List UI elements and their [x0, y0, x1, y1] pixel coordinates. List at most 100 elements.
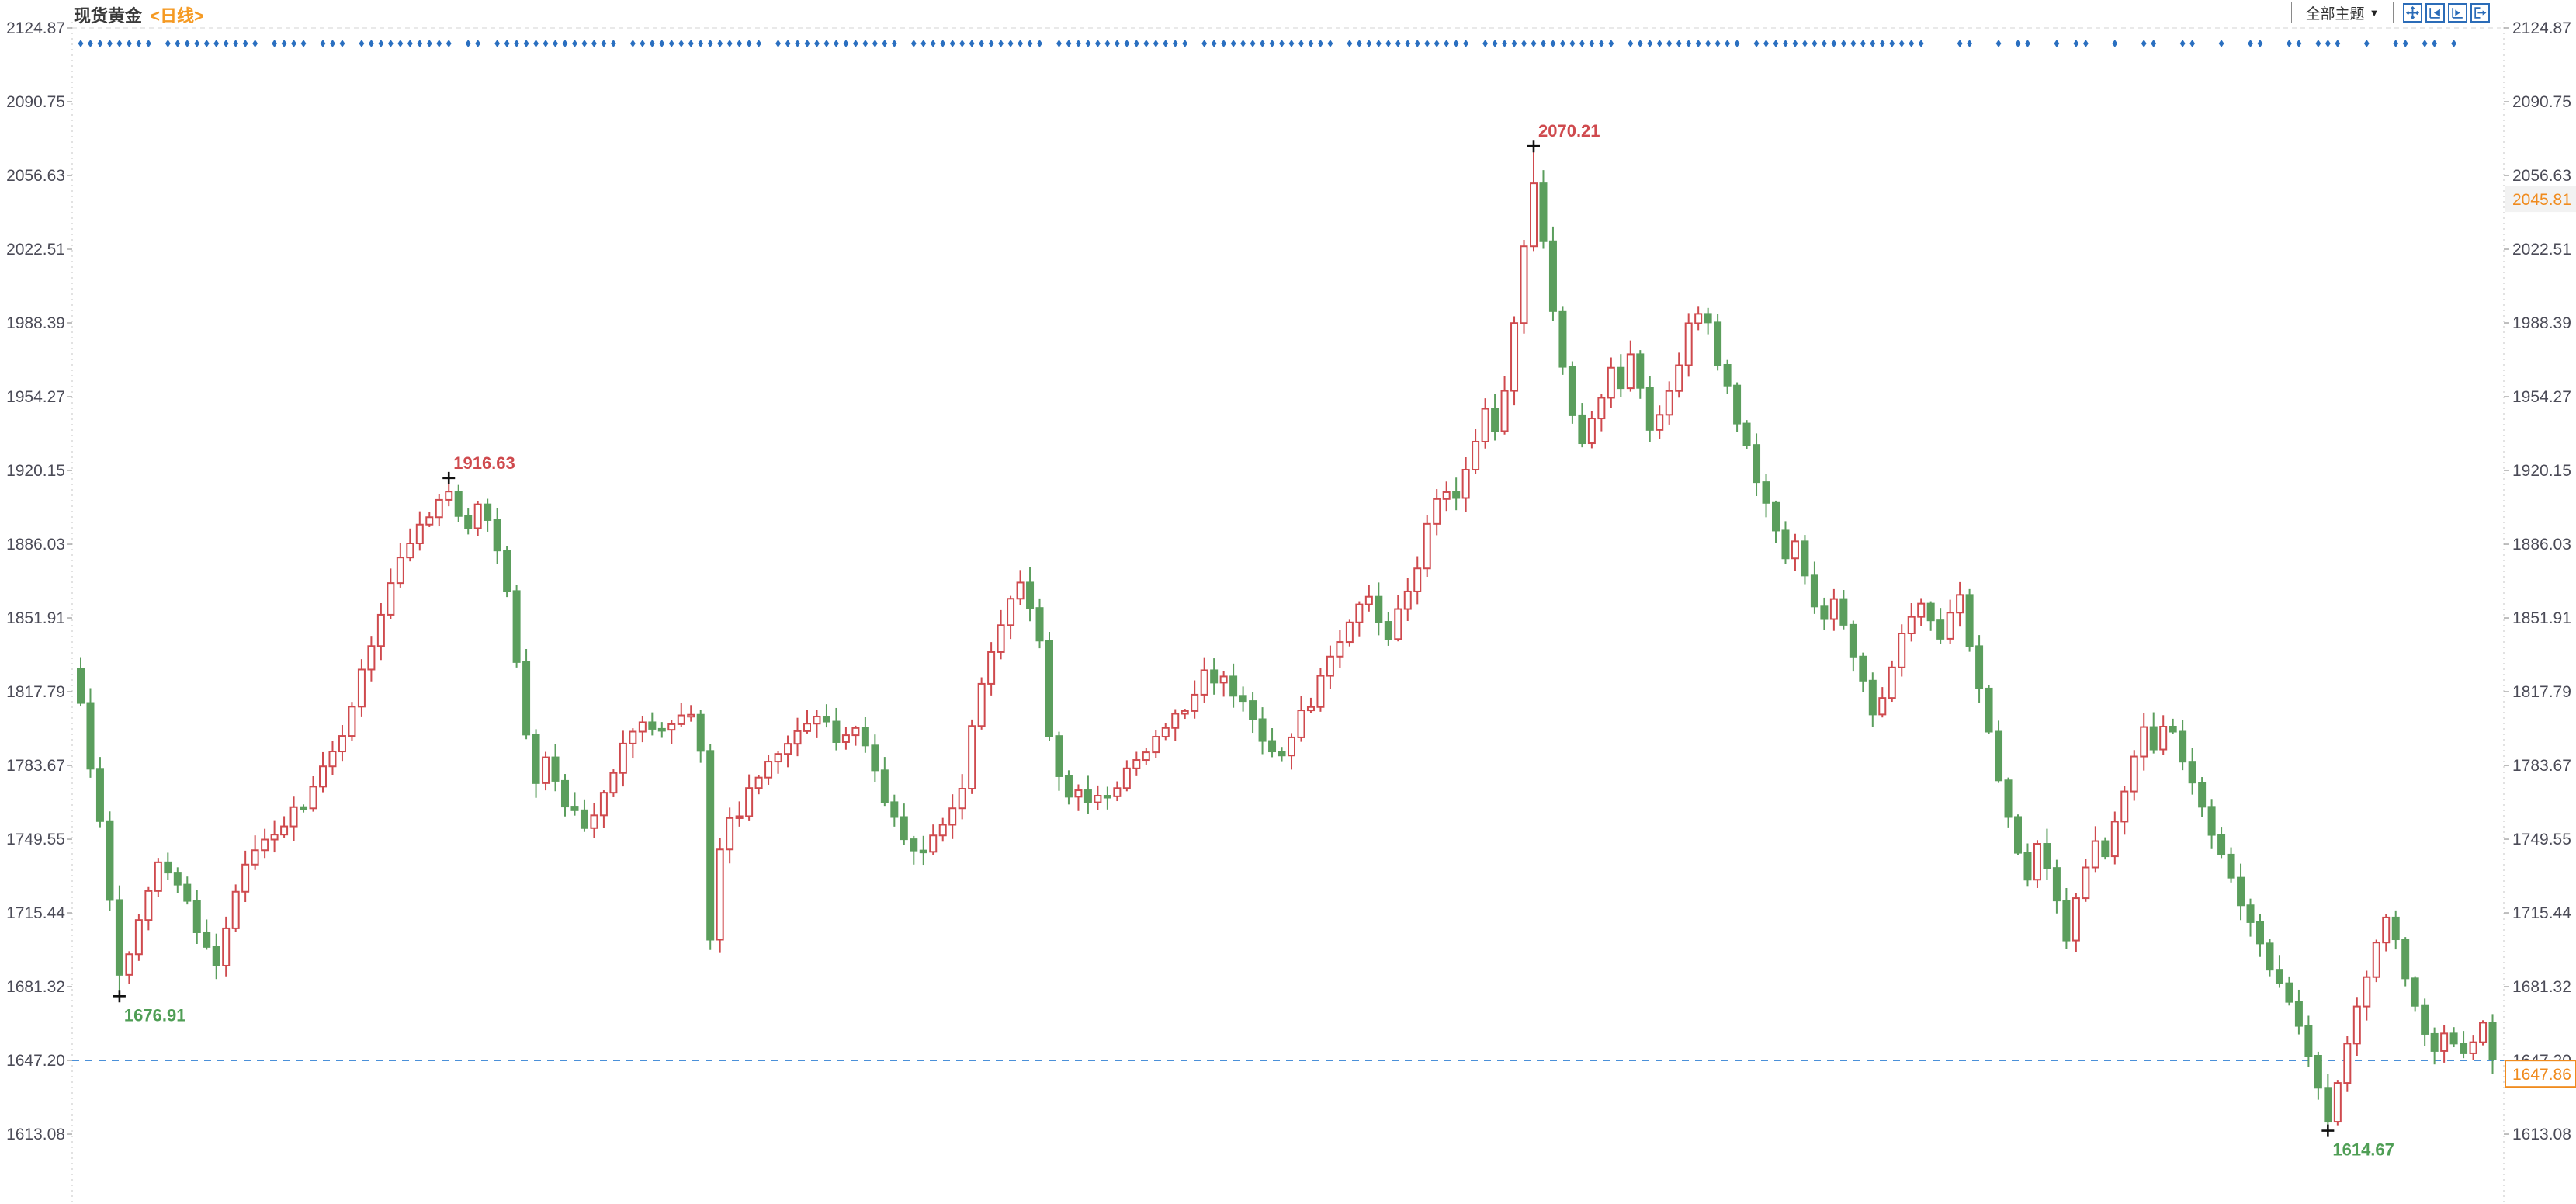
event-marker[interactable]: [1230, 40, 1236, 47]
event-marker[interactable]: [1240, 40, 1246, 47]
event-marker[interactable]: [1822, 40, 1827, 47]
event-marker[interactable]: [1221, 40, 1227, 47]
event-marker[interactable]: [213, 40, 220, 47]
event-marker[interactable]: [2335, 40, 2341, 47]
event-marker[interactable]: [949, 40, 955, 47]
event-marker[interactable]: [1831, 40, 1837, 47]
event-marker[interactable]: [2432, 40, 2438, 47]
event-marker[interactable]: [1114, 40, 1120, 47]
event-marker[interactable]: [853, 40, 858, 47]
event-marker[interactable]: [979, 40, 985, 47]
theme-dropdown[interactable]: 全部主题 ▼: [2291, 2, 2394, 23]
event-marker[interactable]: [1695, 40, 1701, 47]
event-marker[interactable]: [281, 40, 287, 47]
event-marker[interactable]: [300, 40, 307, 47]
event-marker[interactable]: [688, 40, 694, 47]
event-marker[interactable]: [1153, 40, 1159, 47]
event-marker[interactable]: [1734, 40, 1740, 47]
event-marker[interactable]: [1860, 40, 1866, 47]
event-marker[interactable]: [533, 40, 539, 47]
event-marker[interactable]: [320, 40, 326, 47]
event-marker[interactable]: [1773, 40, 1779, 47]
event-marker[interactable]: [698, 40, 704, 47]
event-marker[interactable]: [1327, 40, 1333, 47]
event-marker[interactable]: [2257, 40, 2263, 47]
event-marker[interactable]: [2141, 40, 2147, 47]
event-marker[interactable]: [1356, 40, 1362, 47]
event-marker[interactable]: [436, 40, 442, 47]
event-marker[interactable]: [1676, 40, 1682, 47]
event-marker[interactable]: [707, 40, 713, 47]
event-marker[interactable]: [378, 40, 384, 47]
event-marker[interactable]: [611, 40, 616, 47]
event-marker[interactable]: [1143, 40, 1149, 47]
event-marker[interactable]: [581, 40, 588, 47]
event-marker[interactable]: [1279, 40, 1285, 47]
event-marker[interactable]: [1405, 40, 1411, 47]
event-marker[interactable]: [1288, 40, 1295, 47]
event-marker[interactable]: [1725, 40, 1730, 47]
event-marker[interactable]: [1463, 40, 1469, 47]
event-marker[interactable]: [1802, 40, 1808, 47]
event-marker[interactable]: [1308, 40, 1314, 47]
event-marker[interactable]: [668, 40, 674, 47]
event-marker[interactable]: [1879, 40, 1885, 47]
event-marker[interactable]: [823, 40, 830, 47]
event-marker[interactable]: [1647, 40, 1653, 47]
event-marker[interactable]: [465, 40, 471, 47]
event-marker[interactable]: [2451, 40, 2456, 47]
event-marker[interactable]: [1511, 40, 1517, 47]
event-marker[interactable]: [1260, 40, 1265, 47]
event-marker[interactable]: [2015, 40, 2021, 47]
event-marker[interactable]: [514, 40, 519, 47]
event-marker[interactable]: [339, 40, 345, 47]
event-marker[interactable]: [1492, 40, 1498, 47]
event-marker[interactable]: [891, 40, 897, 47]
event-marker[interactable]: [1424, 40, 1430, 47]
event-marker[interactable]: [1783, 40, 1788, 47]
event-marker[interactable]: [988, 40, 994, 47]
event-marker[interactable]: [543, 40, 549, 47]
event-marker[interactable]: [1172, 40, 1178, 47]
event-marker[interactable]: [475, 40, 481, 47]
event-marker[interactable]: [1569, 40, 1576, 47]
event-marker[interactable]: [1056, 40, 1062, 47]
event-marker[interactable]: [1298, 40, 1304, 47]
event-marker[interactable]: [2248, 40, 2253, 47]
event-marker[interactable]: [959, 40, 966, 47]
event-marker[interactable]: [737, 40, 743, 47]
event-marker[interactable]: [1453, 40, 1459, 47]
event-marker[interactable]: [775, 40, 781, 47]
event-marker[interactable]: [97, 40, 103, 47]
event-marker[interactable]: [2073, 40, 2079, 47]
event-marker[interactable]: [2422, 40, 2428, 47]
event-marker[interactable]: [1666, 40, 1673, 47]
event-marker[interactable]: [795, 40, 800, 47]
event-marker[interactable]: [175, 40, 181, 47]
event-marker[interactable]: [1686, 40, 1692, 47]
event-marker[interactable]: [2325, 40, 2331, 47]
event-marker[interactable]: [1753, 40, 1760, 47]
event-marker[interactable]: [397, 40, 404, 47]
event-marker[interactable]: [1027, 40, 1033, 47]
event-marker[interactable]: [1085, 40, 1091, 47]
step-forward-button[interactable]: [2448, 2, 2467, 23]
event-marker[interactable]: [1705, 40, 1711, 47]
event-marker[interactable]: [1133, 40, 1139, 47]
event-marker[interactable]: [649, 40, 655, 47]
event-marker[interactable]: [1898, 40, 1905, 47]
event-marker[interactable]: [107, 40, 113, 47]
event-marker[interactable]: [1018, 40, 1023, 47]
event-marker[interactable]: [1909, 40, 1915, 47]
event-marker[interactable]: [659, 40, 665, 47]
event-marker[interactable]: [1792, 40, 1798, 47]
event-marker[interactable]: [2393, 40, 2399, 47]
event-marker[interactable]: [1637, 40, 1643, 47]
event-marker[interactable]: [233, 40, 239, 47]
event-marker[interactable]: [1163, 40, 1169, 47]
event-marker[interactable]: [78, 40, 84, 47]
event-marker[interactable]: [523, 40, 529, 47]
event-marker[interactable]: [2179, 40, 2186, 47]
event-marker[interactable]: [1201, 40, 1208, 47]
event-marker[interactable]: [165, 40, 171, 47]
